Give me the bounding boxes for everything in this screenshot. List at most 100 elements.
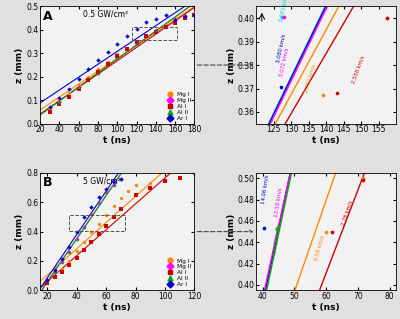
Point [66,249,73,255]
Point [110,180,117,185]
Point [56,98,62,103]
Point [153,27,159,33]
Y-axis label: z (mm): z (mm) [16,214,24,249]
Point [52,268,58,273]
Point [281,14,287,19]
Point [147,185,154,190]
Point [162,23,169,28]
Point [44,279,50,284]
Point [52,275,58,280]
Point [74,229,80,234]
Point [191,13,198,18]
Point [52,273,58,278]
Point [76,82,82,87]
Point [182,14,188,19]
Point [66,258,73,263]
Point [104,49,111,55]
Text: 7.78 km/s: 7.78 km/s [340,200,353,226]
Point [103,212,109,217]
Point [56,102,62,107]
X-axis label: t (ns): t (ns) [312,303,340,312]
Point [56,100,62,105]
Legend: Mg I, Mg II, Al I, Al II, Ar I: Mg I, Mg II, Al I, Al II, Ar I [163,91,193,122]
Point [153,27,159,33]
Point [118,195,124,200]
Point [96,200,102,205]
Point [59,270,65,275]
Point [172,20,178,25]
Point [66,249,73,255]
Text: 3.072 km/s: 3.072 km/s [279,47,290,77]
Point [76,85,82,90]
Text: 14.08 km/s: 14.08 km/s [272,223,281,253]
Point [103,190,109,195]
Point [110,204,117,209]
Point [81,239,87,244]
Point [118,206,124,211]
Point [95,57,101,63]
Point [133,40,140,45]
Point [114,56,120,61]
Point [59,260,65,265]
Point [52,270,58,275]
Text: 2.558 km/s: 2.558 km/s [350,54,366,84]
Point [384,15,390,20]
Bar [70,215,125,231]
Point [133,41,140,47]
Point [74,256,80,261]
Point [74,249,80,254]
Point [88,240,95,245]
Point [66,244,73,249]
Point [56,95,62,100]
Point [96,232,102,237]
Point [147,181,154,186]
Point [59,266,65,271]
Point [52,270,58,275]
Point [172,18,178,23]
Point [261,226,267,231]
Point [191,13,198,18]
Point [110,215,117,220]
Point [143,34,149,39]
Point [74,237,80,242]
Point [133,41,140,47]
Point [85,78,92,83]
Point [81,224,87,229]
Point [81,224,87,229]
Point [74,237,80,242]
Point [153,16,159,21]
Point [76,86,82,92]
Point [329,229,336,234]
X-axis label: t (ns): t (ns) [312,136,340,145]
Legend: Mg I, Mg II, Al I, Al II, Ar I: Mg I, Mg II, Al I, Al II, Ar I [163,257,193,289]
Point [88,230,95,235]
Point [103,190,109,195]
Point [172,19,178,24]
Point [278,85,284,90]
Point [274,227,280,232]
Text: 8.58 km/s: 8.58 km/s [314,235,325,262]
Bar [132,27,177,41]
Point [66,86,72,91]
Y-axis label: z (mm): z (mm) [16,48,24,83]
Point [360,176,366,181]
Point [104,61,111,66]
Point [176,175,183,180]
Point [132,182,139,187]
Point [162,13,169,18]
Point [44,278,50,283]
Point [172,17,178,22]
Text: 2.752 km/s: 2.752 km/s [304,63,316,93]
Point [96,194,102,199]
Point [110,182,117,187]
Point [76,76,82,81]
Text: 13.58 km/s: 13.58 km/s [274,187,283,217]
Point [95,66,101,71]
Point [59,260,65,265]
Y-axis label: z (mm): z (mm) [227,214,236,249]
Point [182,14,188,19]
Point [96,222,102,227]
Text: A: A [43,10,53,23]
Point [114,54,120,59]
X-axis label: t (ns): t (ns) [104,303,131,312]
